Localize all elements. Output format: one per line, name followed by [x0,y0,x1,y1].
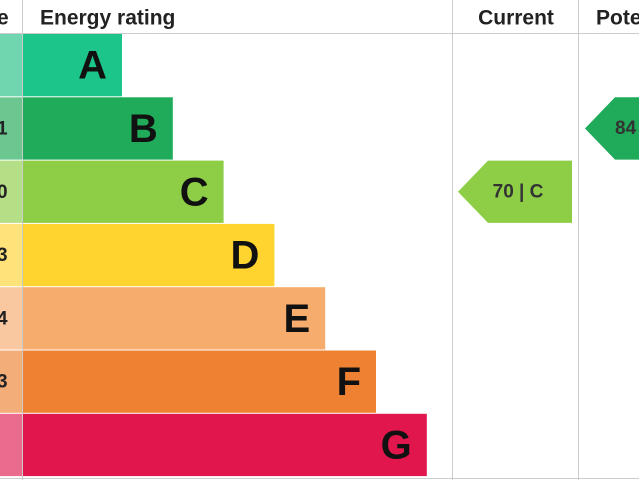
score-label: 3 [0,372,8,393]
score-cell [0,97,22,160]
score-cell [0,34,22,97]
band-bar [23,350,376,413]
band-letter: E [284,297,311,341]
current-arrow [458,160,572,223]
current-header: Current [478,7,554,30]
band-bar [23,34,122,97]
potential-label: 84 [615,118,637,139]
score-cell [0,350,22,413]
band-letter: C [180,170,209,214]
rating-header: Energy rating [40,7,175,30]
band-bar [23,97,173,160]
band-letter: B [129,107,158,151]
band-bar [23,413,427,477]
potential-header: Pote [596,7,639,30]
band-letter: D [231,234,260,278]
band-bar [23,160,224,223]
score-label: 4 [0,308,8,329]
band-bar [23,287,326,350]
score-label: 1 [0,118,8,139]
score-header: e [0,7,9,30]
band-bar [23,223,275,287]
score-cell [0,413,22,477]
band-letter: F [337,360,361,404]
score-label: 0 [0,182,8,203]
score-cell [0,287,22,350]
score-cell [0,160,22,223]
score-label: 3 [0,245,8,266]
current-label: 70 | C [493,181,544,202]
band-letter: G [381,423,412,467]
band-letter: A [78,44,107,88]
potential-arrow [585,97,639,160]
score-cell [0,223,22,287]
